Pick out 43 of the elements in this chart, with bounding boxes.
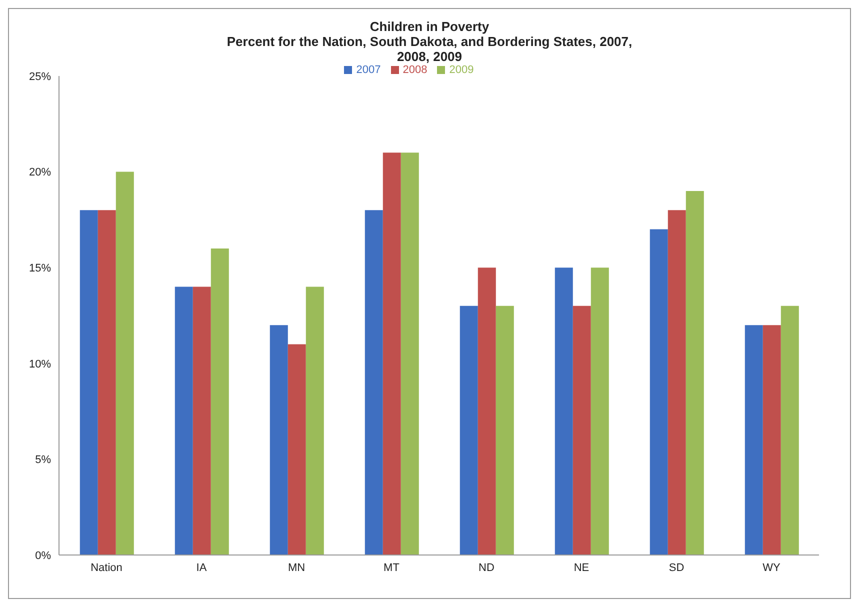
bar (478, 268, 496, 555)
x-tick-label: Nation (90, 562, 122, 574)
bar (270, 325, 288, 555)
bar (382, 152, 401, 555)
x-tick-label: IA (196, 562, 208, 574)
chart-subtitle: Percent for the Nation, South Dakota, and Bordering States, 2007, 2008, 2009 (226, 34, 634, 64)
bar (116, 172, 134, 555)
y-tick-label: 0% (35, 550, 52, 562)
bar (590, 268, 609, 555)
bar (306, 286, 324, 555)
x-tick-label: SD (668, 562, 684, 574)
bar (80, 210, 98, 555)
x-tick-label: MN (288, 562, 306, 574)
legend-label: 2007 (356, 64, 381, 76)
y-tick-label: 20% (28, 166, 52, 179)
y-tick-label: 10% (28, 358, 52, 370)
bar (554, 268, 573, 555)
bar (400, 152, 419, 555)
y-tick-label: 15% (28, 262, 52, 275)
x-tick-label: NE (574, 562, 590, 574)
bar (364, 210, 383, 555)
bar (762, 325, 781, 555)
x-tick-label: ND (478, 562, 494, 574)
legend-label: 2009 (449, 64, 474, 76)
bar (686, 190, 704, 555)
bar (744, 325, 763, 555)
x-tick-label: WY (762, 562, 782, 574)
bar (98, 210, 116, 555)
legend-label: 2008 (402, 64, 428, 76)
bar (780, 306, 799, 555)
bar (572, 306, 591, 555)
bar (496, 306, 514, 555)
bar (650, 229, 668, 555)
y-tick-label: 25% (28, 70, 52, 83)
bar (460, 306, 478, 555)
bar (210, 248, 229, 555)
bar (288, 344, 306, 555)
x-tick-label: MT (384, 562, 400, 574)
y-tick-label: 5% (35, 454, 52, 466)
bar (192, 286, 211, 555)
chart-title: Children in Poverty (368, 19, 490, 34)
bar (174, 286, 193, 555)
bar (668, 210, 686, 555)
